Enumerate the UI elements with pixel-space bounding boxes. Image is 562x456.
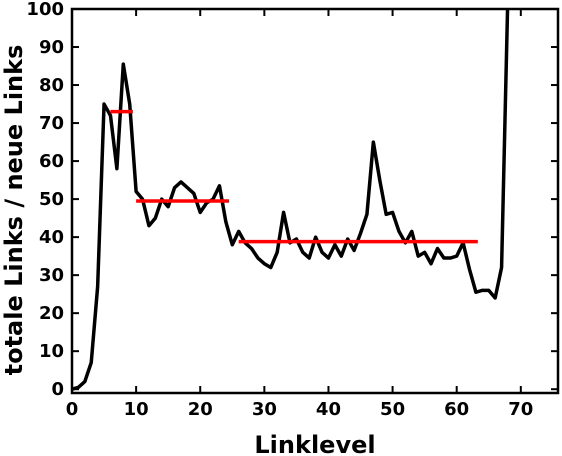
x-tick-label: 20 bbox=[188, 399, 213, 420]
data-line bbox=[110, 109, 478, 244]
x-tick-label: 10 bbox=[124, 399, 149, 420]
x-tick-label: 30 bbox=[252, 399, 277, 420]
x-tick-label: 0 bbox=[66, 399, 79, 420]
y-tick-label: 0 bbox=[51, 379, 64, 400]
y-tick-label: 70 bbox=[39, 113, 64, 134]
x-tick-label: 40 bbox=[316, 399, 341, 420]
y-tick-label: 50 bbox=[39, 189, 64, 210]
y-tick-label: 60 bbox=[39, 151, 64, 172]
y-tick-label: 40 bbox=[39, 227, 64, 248]
plot-frame bbox=[70, 7, 560, 395]
x-tick-label: 50 bbox=[380, 399, 405, 420]
y-tick-label: 30 bbox=[39, 265, 64, 286]
data-line bbox=[72, 9, 510, 391]
y-tick-label: 20 bbox=[39, 303, 64, 324]
x-tick-label: 70 bbox=[508, 399, 533, 420]
y-tick-label: 100 bbox=[26, 0, 64, 20]
x-axis-label: Linklevel bbox=[254, 431, 375, 456]
x-tick-label: 60 bbox=[444, 399, 469, 420]
y-tick-label: 90 bbox=[39, 37, 64, 58]
y-tick-label: 80 bbox=[39, 75, 64, 96]
y-axis-label: totale Links / neue Links bbox=[0, 45, 28, 376]
y-tick-label: 10 bbox=[39, 341, 64, 362]
